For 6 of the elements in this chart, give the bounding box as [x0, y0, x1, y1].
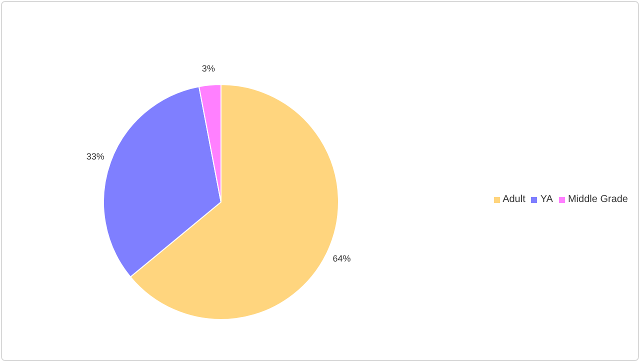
data-label: 33%	[86, 151, 104, 162]
legend-label: Adult	[502, 194, 526, 205]
data-label: 3%	[202, 64, 215, 74]
legend-label: Middle Grade	[568, 194, 628, 205]
legend-label: YA	[540, 194, 553, 205]
data-label: 64%	[332, 253, 351, 264]
